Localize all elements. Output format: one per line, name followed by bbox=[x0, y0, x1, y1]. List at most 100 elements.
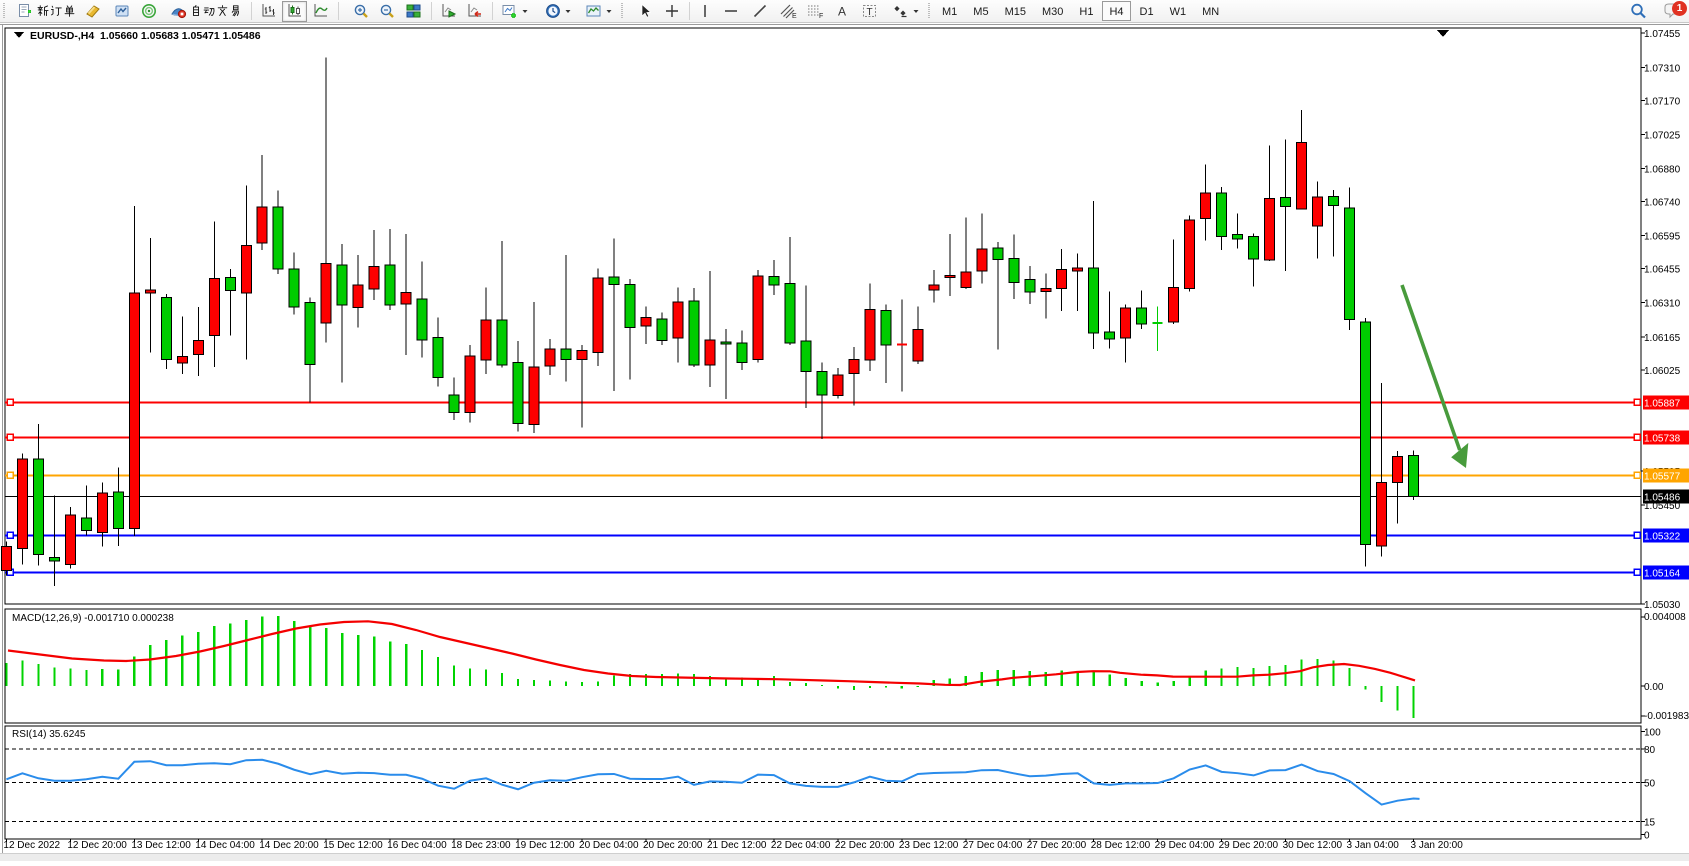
navigator-button[interactable] bbox=[110, 1, 134, 22]
resistance-line-2-anchor[interactable] bbox=[1633, 433, 1641, 442]
candle bbox=[640, 306, 652, 345]
time-axis-label: 12 Dec 2022 bbox=[3, 840, 60, 851]
timeframe-M15-button[interactable]: M15 bbox=[1004, 6, 1026, 18]
new-order-icon bbox=[17, 3, 34, 19]
timeframe-H4-button[interactable]: H4 bbox=[1102, 1, 1131, 21]
tile-windows-button[interactable] bbox=[401, 1, 426, 22]
candle bbox=[1248, 233, 1260, 287]
rsi-axis-label: 80 bbox=[1644, 745, 1656, 756]
market-watch-icon bbox=[85, 3, 101, 19]
timeframe-H1-button[interactable]: H1 bbox=[1079, 6, 1094, 18]
candle bbox=[112, 467, 124, 546]
candle bbox=[544, 339, 556, 375]
price-tick-label: 1.06595 bbox=[1644, 232, 1681, 243]
resistance-line-1-anchor[interactable] bbox=[1633, 398, 1641, 407]
support-line-2-anchor[interactable] bbox=[1633, 568, 1641, 577]
dropdown-caret-icon bbox=[564, 3, 572, 19]
pivot-line-anchor[interactable] bbox=[1633, 471, 1641, 480]
label-icon: T bbox=[861, 3, 878, 19]
indicators-button[interactable] bbox=[497, 1, 533, 22]
auto-scroll-icon bbox=[440, 3, 457, 19]
support-line-1-anchor[interactable] bbox=[6, 531, 14, 540]
candle bbox=[1408, 450, 1420, 501]
arrows-icon bbox=[892, 3, 909, 19]
chart-shift-icon bbox=[466, 3, 483, 19]
timeframe-MN-button[interactable]: MN bbox=[1202, 6, 1220, 18]
search-button[interactable] bbox=[1625, 1, 1651, 22]
candle bbox=[1216, 186, 1228, 250]
price-badge-label: 1.05486 bbox=[1644, 493, 1681, 504]
fibonacci-icon: F bbox=[806, 3, 824, 19]
candle bbox=[304, 297, 316, 403]
text-button[interactable]: A bbox=[831, 1, 853, 22]
toolbar-separator bbox=[251, 2, 252, 20]
templates-icon bbox=[585, 3, 602, 19]
time-axis-label: 27 Dec 04:00 bbox=[963, 840, 1023, 851]
autotrading-button[interactable] bbox=[166, 1, 246, 22]
templates-button[interactable] bbox=[581, 1, 617, 22]
new-order-button[interactable] bbox=[13, 1, 80, 22]
candle bbox=[1280, 139, 1292, 271]
timeframe-D1-button[interactable]: D1 bbox=[1139, 6, 1154, 18]
price-tick-label: 1.06310 bbox=[1644, 299, 1681, 310]
chart-title: EURUSD-,H4 1.05660 1.05683 1.05471 1.054… bbox=[14, 30, 261, 42]
candles-layer bbox=[0, 57, 1420, 587]
candlestick-chart-button[interactable] bbox=[282, 0, 307, 22]
candle bbox=[384, 229, 396, 311]
periods-button[interactable] bbox=[541, 1, 576, 22]
chart-shift-marker[interactable] bbox=[1437, 30, 1449, 37]
chart-shift-button[interactable] bbox=[462, 1, 487, 22]
trendline-button[interactable] bbox=[748, 1, 772, 22]
bar-chart-button[interactable] bbox=[256, 1, 281, 22]
market-watch-button[interactable] bbox=[81, 1, 105, 22]
arrows-button[interactable] bbox=[888, 1, 924, 22]
auto-scroll-button[interactable] bbox=[436, 1, 461, 22]
rsi-label: RSI(14) 35.6245 bbox=[12, 729, 86, 740]
text-label-button[interactable]: T bbox=[857, 1, 882, 22]
candle bbox=[1168, 239, 1180, 325]
cursor-button[interactable] bbox=[634, 1, 656, 22]
macd-label: MACD(12,26,9) -0.001710 0.000238 bbox=[12, 613, 174, 624]
pivot-line-anchor[interactable] bbox=[6, 471, 14, 480]
timeframe-M5-button[interactable]: M5 bbox=[973, 6, 989, 18]
candle bbox=[1008, 234, 1020, 299]
autotrading-icon bbox=[170, 3, 187, 19]
support-line-1-anchor[interactable] bbox=[1633, 531, 1641, 540]
candle bbox=[1040, 273, 1052, 319]
candle bbox=[1184, 215, 1196, 292]
time-axis-label: 22 Dec 20:00 bbox=[835, 840, 895, 851]
crosshair-button[interactable] bbox=[660, 1, 684, 22]
candle bbox=[1392, 450, 1404, 524]
timeframe-M30-button[interactable]: M30 bbox=[1041, 6, 1064, 18]
time-axis-label: 18 Dec 23:00 bbox=[451, 840, 511, 851]
zoom-out-button[interactable] bbox=[375, 1, 400, 22]
price-tick-label: 1.07310 bbox=[1644, 63, 1681, 74]
terminal-button[interactable] bbox=[137, 1, 161, 22]
timeframe-W1-button[interactable]: W1 bbox=[1169, 6, 1187, 18]
line-chart-button[interactable] bbox=[308, 1, 333, 22]
symbol-collapse-icon[interactable] bbox=[14, 32, 24, 38]
vline-icon bbox=[700, 3, 710, 19]
notifications-button[interactable]: 1 bbox=[1658, 0, 1687, 22]
text-icon: A bbox=[835, 3, 849, 19]
resistance-line-1-anchor[interactable] bbox=[6, 398, 14, 407]
horizontal-line-button[interactable] bbox=[719, 1, 743, 22]
autotrading-button-label bbox=[190, 4, 242, 18]
pivot-line-price-badge: 1.05577 bbox=[1643, 468, 1689, 483]
timeframe-M1-button[interactable]: M1 bbox=[942, 6, 958, 18]
candle bbox=[1232, 213, 1244, 249]
vertical-line-button[interactable] bbox=[696, 1, 714, 22]
toolbar-grip bbox=[927, 3, 932, 19]
trend-arrow-object[interactable] bbox=[1400, 284, 1469, 468]
fibonacci-button[interactable]: F bbox=[802, 1, 828, 22]
cursor-icon bbox=[638, 3, 652, 19]
candle bbox=[1376, 382, 1388, 557]
chart-title-text: EURUSD-,H4 1.05660 1.05683 1.05471 1.054… bbox=[30, 30, 261, 42]
candle bbox=[688, 288, 700, 368]
candle bbox=[784, 236, 796, 345]
resistance-line-2-anchor[interactable] bbox=[6, 433, 14, 442]
candle bbox=[400, 233, 412, 355]
candle bbox=[816, 362, 828, 439]
equidistant-channel-button[interactable]: E bbox=[775, 1, 801, 22]
zoom-in-button[interactable] bbox=[349, 1, 374, 22]
